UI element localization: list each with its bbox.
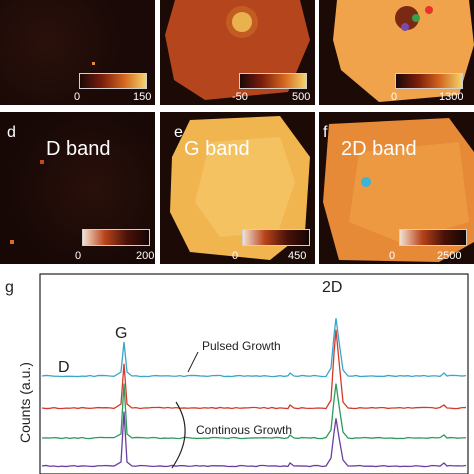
colorbar (239, 73, 307, 89)
colorbar-min: 0 (391, 91, 397, 103)
colorbar-min: 0 (389, 250, 395, 262)
bright-speck (40, 160, 44, 164)
colorbar-min: -50 (232, 91, 248, 103)
marker-purple (401, 23, 409, 31)
bright-speck (92, 62, 95, 65)
spectrum-series-4 (42, 412, 466, 467)
colorbar-min: 0 (75, 250, 81, 262)
peak-label-D: D (58, 359, 70, 376)
annotation-continuous: Continous Growth (196, 423, 292, 437)
marker-green (412, 14, 420, 22)
colorbar-max: 450 (288, 250, 306, 262)
y-axis-label: Counts (a.u.) (17, 362, 33, 443)
panel-letter: f (323, 124, 327, 142)
band-label: D band (46, 138, 111, 161)
panel-letter: d (7, 124, 16, 142)
continuous-bracket (172, 402, 185, 468)
flake-shape (160, 0, 315, 105)
map-panel-a: 0 150 (0, 0, 155, 105)
panel-letter: g (5, 279, 14, 296)
colorbar (79, 73, 147, 89)
peak-label-G: G (115, 325, 127, 342)
marker-red (425, 6, 433, 14)
map-panel-e: e G band 0 450 (160, 112, 315, 264)
marker-cyan (361, 177, 371, 187)
map-panel-f: f 2D band 0 2500 (319, 112, 474, 264)
colorbar (242, 229, 310, 246)
colorbar (399, 229, 467, 246)
colorbar-max: 2500 (437, 250, 461, 262)
colorbar (82, 229, 150, 246)
colorbar-min: 0 (232, 250, 238, 262)
noise-texture (0, 0, 155, 105)
raman-spectra-chart: g Counts (a.u.) D G 2D Pulsed Growth Con… (0, 268, 474, 474)
peak-label-2D: 2D (322, 279, 342, 296)
bright-speck (10, 240, 14, 244)
map-panel-b: -50 500 (160, 0, 315, 105)
colorbar-max: 150 (133, 91, 151, 103)
colorbar (395, 73, 463, 89)
band-label: 2D band (341, 138, 417, 161)
panel-letter: e (174, 124, 183, 142)
plot-frame (40, 274, 468, 474)
colorbar-max: 1300 (439, 91, 463, 103)
map-panel-c: 0 1300 (319, 0, 474, 105)
annotation-pulsed: Pulsed Growth (202, 339, 281, 353)
colorbar-min: 0 (74, 91, 80, 103)
colorbar-max: 500 (292, 91, 310, 103)
colorbar-max: 200 (136, 250, 154, 262)
map-panel-d: d D band 0 200 (0, 112, 155, 264)
flake-shape (319, 0, 474, 105)
pulsed-pointer (188, 352, 198, 372)
band-label: G band (184, 138, 250, 161)
